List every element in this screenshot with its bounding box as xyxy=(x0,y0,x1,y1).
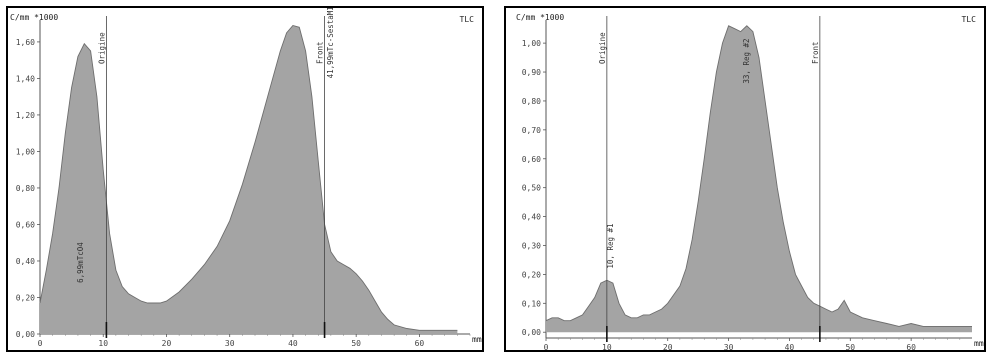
chart-panel-left: 0,00 0,20 0,40 0,60 0,80 1,00 1,20 1,40 1,60 0 10 2… xyxy=(6,6,484,352)
y-tick-label: 0,60 xyxy=(16,220,35,229)
peak-annotation: 6,99mTcO4 xyxy=(76,242,85,283)
x-tick-label: 0 xyxy=(544,343,549,350)
y-tick-label: 0,70 xyxy=(522,126,541,135)
series-line xyxy=(39,24,458,331)
y-tick-label: 0,30 xyxy=(522,241,541,250)
y-tick-label: 0,00 xyxy=(522,328,541,337)
corner-label: TLC xyxy=(962,15,977,24)
peak-annotation: 10, Reg #1 xyxy=(606,223,615,268)
x-tick-label: 0 xyxy=(38,339,43,348)
corner-label: TLC xyxy=(460,15,475,24)
y-unit-label: C/mm *1000 xyxy=(10,13,58,22)
y-tick-label: 0,90 xyxy=(522,68,541,77)
series-area xyxy=(40,25,458,334)
x-tick-label: 40 xyxy=(785,343,795,350)
x-tick-label: 30 xyxy=(724,343,734,350)
x-tick-label: 50 xyxy=(351,339,361,348)
peak-annotation: 33, Reg #2 xyxy=(742,38,751,83)
marker-label: Origine xyxy=(598,32,607,64)
y-tick-label: 0,60 xyxy=(522,155,541,164)
y-tick-label: 1,00 xyxy=(522,39,541,48)
y-tick-label: 0,00 xyxy=(16,330,35,339)
x-tick-label: 20 xyxy=(162,339,172,348)
y-tick-label: 0,80 xyxy=(522,97,541,106)
y-tick-label: 0,40 xyxy=(522,213,541,222)
x-tick-label: 30 xyxy=(225,339,235,348)
x-unit-label: mm xyxy=(974,339,984,348)
x-unit-label: mm xyxy=(472,335,482,344)
chart-svg-right: 0,00 0,10 0,20 0,30 0,40 0,50 0,60 0,70 0,80 0,90… xyxy=(516,13,984,350)
peak-annotation: 41,99mTc-SestaMIBI xyxy=(326,8,335,78)
series-area xyxy=(546,25,972,333)
x-tick-label: 40 xyxy=(288,339,298,348)
x-tick-label: 60 xyxy=(415,339,425,348)
chart-svg-left: 0,00 0,20 0,40 0,60 0,80 1,00 1,20 1,40 1,60 0 10 2… xyxy=(10,8,482,348)
x-tick-label: 10 xyxy=(98,339,108,348)
marker-label: Front xyxy=(316,41,325,64)
chart-panel-right: 0,00 0,10 0,20 0,30 0,40 0,50 0,60 0,70 0,80 0,90… xyxy=(504,6,986,352)
x-tick-label: 20 xyxy=(663,343,673,350)
y-tick-label: 1,40 xyxy=(16,74,35,83)
y-tick-label: 0,20 xyxy=(522,270,541,279)
y-tick-label: 1,00 xyxy=(16,147,35,156)
y-tick-label: 0,10 xyxy=(522,299,541,308)
x-tick-label: 10 xyxy=(602,343,612,350)
y-tick-label: 0,40 xyxy=(16,257,35,266)
marker-label: Front xyxy=(811,41,820,64)
y-unit-label: C/mm *1000 xyxy=(516,13,564,22)
y-tick-label: 1,60 xyxy=(16,38,35,47)
y-tick-label: 1,20 xyxy=(16,111,35,120)
x-tick-label: 60 xyxy=(906,343,916,350)
marker-label: Origine xyxy=(97,32,106,64)
y-tick-label: 0,20 xyxy=(16,293,35,302)
x-tick-label: 50 xyxy=(845,343,855,350)
y-tick-label: 0,80 xyxy=(16,184,35,193)
y-tick-label: 0,50 xyxy=(522,184,541,193)
